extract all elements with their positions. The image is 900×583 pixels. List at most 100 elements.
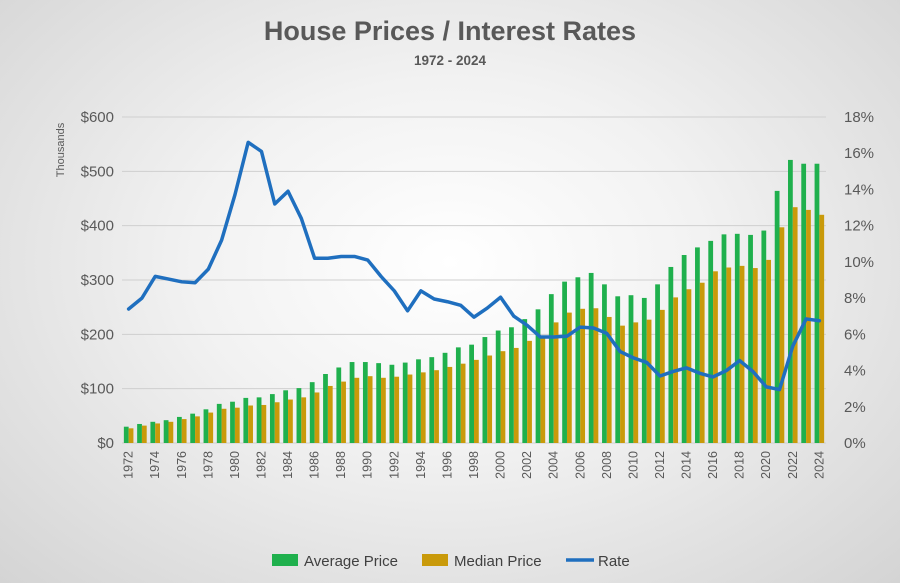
median-price-bar-1989	[354, 377, 360, 443]
median-price-bar-2015	[699, 282, 705, 443]
y2-tick-label: 10%	[844, 254, 874, 271]
average-price-bar-2000	[495, 330, 501, 443]
average-price-bar-2016	[708, 240, 714, 443]
x-tick-label: 2002	[520, 451, 534, 479]
median-price-bar-1976	[181, 419, 187, 443]
x-tick-label: 2000	[494, 451, 508, 479]
average-price-bar-1997	[455, 347, 461, 443]
average-price-bar-2011	[641, 297, 647, 443]
x-tick-label: 2016	[706, 451, 720, 479]
x-tick-label: 1984	[281, 451, 295, 479]
y-tick-label: $0	[97, 435, 114, 452]
median-price-bar-1988	[341, 381, 346, 443]
average-price-bar-2002	[522, 319, 528, 443]
average-price-bar-2021	[774, 190, 780, 443]
x-tick-label: 2010	[626, 451, 640, 479]
average-price-bar-1993	[402, 362, 408, 443]
y2-tick-label: 16%	[844, 145, 874, 162]
median-price-bar-2023	[806, 209, 811, 443]
median-price-bar-1975	[168, 421, 174, 443]
average-price-bar-2005	[562, 281, 567, 443]
average-price-bar-2010	[628, 295, 634, 443]
x-tick-label: 1976	[175, 451, 189, 479]
median-price-bar-2000	[500, 351, 506, 443]
average-price-bar-2022	[788, 159, 793, 444]
median-price-bar-1982	[261, 404, 267, 443]
median-price-bar-2001	[513, 347, 519, 443]
x-tick-label: 1988	[334, 451, 348, 479]
chart-subtitle: 1972 - 2024	[414, 53, 487, 68]
x-tick-label: 2022	[786, 451, 800, 479]
x-tick-label: 2004	[547, 451, 561, 479]
average-price-bar-1981	[243, 397, 249, 443]
average-price-bar-1987	[323, 374, 328, 443]
median-price-bar-1972	[128, 428, 134, 443]
legend: Average Price Median Price Rate	[272, 553, 630, 570]
median-price-bar-1996	[447, 366, 453, 443]
median-price-bar-2004	[553, 322, 559, 443]
average-price-bar-1986	[309, 382, 315, 443]
average-price-bar-1988	[336, 367, 342, 443]
median-price-bar-1979	[221, 408, 227, 443]
average-price-bar-2017	[721, 234, 727, 443]
average-price-bar-1995	[429, 357, 435, 443]
y2-tick-label: 8%	[844, 290, 866, 307]
x-tick-label: 1972	[122, 451, 136, 479]
median-price-bar-1991	[381, 377, 386, 443]
average-price-bar-2015	[695, 247, 700, 443]
average-price-bar-1982	[256, 397, 262, 443]
y2-axis-ticks: 0% 2% 4% 6% 8% 10% 12% 14% 16% 18%	[844, 109, 874, 452]
x-tick-label: 1974	[148, 451, 162, 479]
median-price-bar-1978	[208, 412, 214, 443]
average-price-bar-1989	[349, 362, 355, 443]
median-price-bar-2014	[686, 289, 692, 443]
average-price-bar-1991	[376, 363, 382, 443]
x-tick-label: 1982	[254, 451, 268, 479]
median-price-bar-1998	[474, 359, 479, 443]
median-price-bar-2011	[646, 319, 652, 443]
average-price-bar-2024	[814, 163, 820, 444]
rate-line	[126, 140, 822, 392]
median-price-bar-2007	[593, 308, 599, 443]
median-price-bar-2006	[580, 308, 586, 443]
median-price-bar-2016	[713, 271, 718, 443]
x-tick-label: 2024	[812, 451, 826, 479]
x-axis-ticks: 1972 1974 1976 1978 1980 1982 1984 1986 1988 1990…	[122, 451, 827, 479]
average-price-bar-1999	[482, 337, 488, 443]
average-price-bar-1998	[469, 344, 474, 443]
median-price-bar-2003	[540, 337, 546, 443]
median-price-bar-1983	[274, 402, 280, 443]
average-price-bar-1996	[442, 352, 448, 443]
y-axis-label: Thousands	[55, 122, 67, 177]
median-price-bar-1986	[314, 392, 320, 443]
median-price-bar-2024	[819, 214, 825, 443]
median-price-bar-1977	[195, 416, 200, 443]
x-tick-label: 1996	[440, 451, 454, 479]
average-price-bar-1978	[203, 409, 209, 443]
average-price-bar-1975	[163, 420, 169, 443]
x-tick-label: 1978	[201, 451, 215, 479]
legend-label: Median Price	[454, 553, 542, 570]
legend-label: Average Price	[304, 553, 398, 570]
median-price-bar-1997	[460, 363, 466, 443]
average-price-bar-1983	[269, 394, 275, 443]
y2-tick-label: 12%	[844, 218, 874, 235]
median-price-bar-1985	[301, 397, 307, 443]
median-price-bar-2005	[566, 312, 572, 443]
median-price-bar-1990	[367, 376, 373, 443]
y2-tick-label: 4%	[844, 363, 866, 380]
x-tick-label: 1980	[228, 451, 242, 479]
median-price-bar-1980	[234, 407, 240, 443]
average-price-bar-2023	[801, 163, 807, 444]
average-price-bar-2006	[575, 277, 581, 443]
y-tick-label: $300	[81, 272, 114, 289]
x-tick-label: 2020	[759, 451, 773, 479]
average-price-bar-1979	[216, 403, 222, 443]
x-tick-label: 1986	[308, 451, 322, 479]
average-price-bar-2007	[588, 272, 594, 443]
median-price-bar-1973	[141, 425, 147, 443]
average-price-bar-1984	[283, 390, 289, 443]
average-price-bar-1990	[362, 362, 368, 443]
y-axis-ticks: $0 $100 $200 $300 $400 $500 $600	[81, 109, 114, 452]
